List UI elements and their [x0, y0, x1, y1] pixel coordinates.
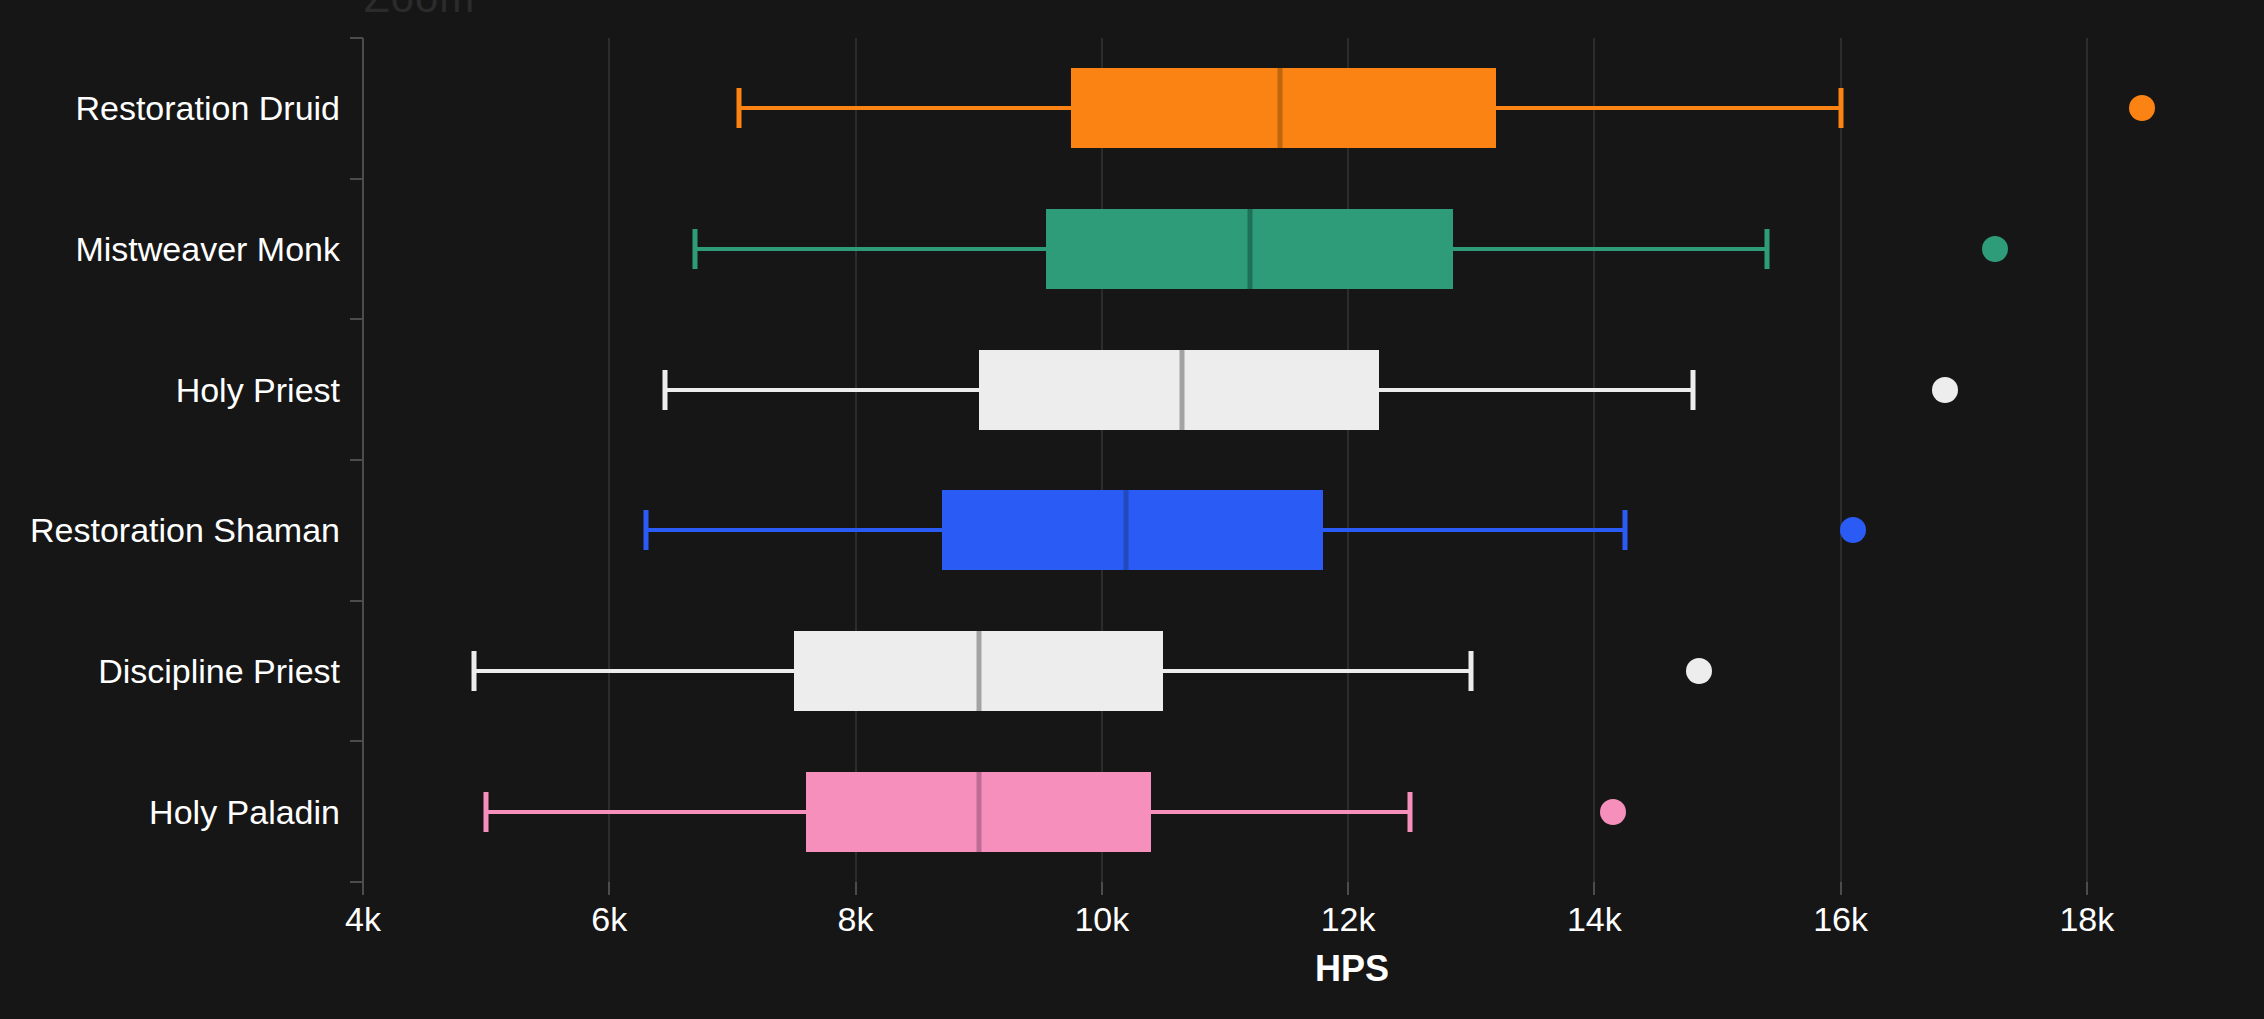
x-axis-tick-label: 14k	[1567, 900, 1622, 939]
category-label-mistweaver-monk: Mistweaver Monk	[0, 230, 340, 269]
outlier-holy-paladin[interactable]	[1600, 799, 1626, 825]
x-axis-tick-label: 12k	[1321, 900, 1376, 939]
x-axis-tick-label: 6k	[591, 900, 627, 939]
high-cap-holy-paladin	[1407, 792, 1412, 832]
outlier-discipline-priest[interactable]	[1686, 658, 1712, 684]
category-label-restoration-shaman: Restoration Shaman	[0, 511, 340, 550]
outlier-restoration-druid[interactable]	[2129, 95, 2155, 121]
category-label-holy-priest: Holy Priest	[0, 370, 340, 409]
low-cap-holy-paladin	[484, 792, 489, 832]
gridline-12k	[1347, 38, 1349, 882]
median-restoration-shaman	[1124, 490, 1129, 570]
y-axis-tick	[350, 178, 363, 180]
x-axis-tick-label: 16k	[1813, 900, 1868, 939]
x-axis-tick-6k	[608, 882, 610, 895]
low-cap-holy-priest	[662, 370, 667, 410]
low-cap-discipline-priest	[471, 651, 476, 691]
x-axis-tick-16k	[1840, 882, 1842, 895]
y-axis-tick	[350, 881, 363, 883]
high-cap-restoration-druid	[1838, 88, 1843, 128]
x-axis-tick-label: 18k	[2059, 900, 2114, 939]
y-axis-tick	[350, 318, 363, 320]
gridline-16k	[1840, 38, 1842, 882]
gridline-18k	[2086, 38, 2088, 882]
median-mistweaver-monk	[1247, 209, 1252, 289]
category-label-holy-paladin: Holy Paladin	[0, 792, 340, 831]
box-restoration-druid[interactable]	[1071, 68, 1496, 148]
x-axis-tick-8k	[855, 882, 857, 895]
high-cap-restoration-shaman	[1623, 510, 1628, 550]
median-discipline-priest	[976, 631, 981, 711]
x-axis-tick-14k	[1593, 882, 1595, 895]
x-axis-tick-18k	[2086, 882, 2088, 895]
x-axis-tick-10k	[1101, 882, 1103, 895]
y-axis-tick	[350, 600, 363, 602]
x-axis-tick-label: 8k	[838, 900, 874, 939]
y-axis-tick	[350, 459, 363, 461]
y-axis-tick	[350, 740, 363, 742]
outlier-holy-priest[interactable]	[1932, 377, 1958, 403]
median-holy-paladin	[976, 772, 981, 852]
low-cap-mistweaver-monk	[693, 229, 698, 269]
high-cap-discipline-priest	[1469, 651, 1474, 691]
x-axis-tick-label: 4k	[345, 900, 381, 939]
x-axis-tick-12k	[1347, 882, 1349, 895]
zoom-button[interactable]: Zoom	[364, 0, 475, 22]
gridline-6k	[608, 38, 610, 882]
x-axis-title: HPS	[440, 948, 2264, 990]
gridline-14k	[1593, 38, 1595, 882]
x-axis-tick-label: 10k	[1074, 900, 1129, 939]
gridline-10k	[1101, 38, 1103, 882]
high-cap-mistweaver-monk	[1764, 229, 1769, 269]
low-cap-restoration-druid	[736, 88, 741, 128]
y-axis-tick	[350, 37, 363, 39]
median-restoration-druid	[1278, 68, 1283, 148]
gridline-8k	[855, 38, 857, 882]
high-cap-holy-priest	[1690, 370, 1695, 410]
x-axis-tick-4k	[362, 882, 364, 895]
boxplot-chart: Zoom 4k 6k 8k 10k 12k 14k 16k 18k Restoration Dr…	[0, 0, 2264, 1019]
category-label-restoration-druid: Restoration Druid	[0, 89, 340, 128]
category-label-discipline-priest: Discipline Priest	[0, 652, 340, 691]
median-holy-priest	[1179, 350, 1184, 430]
box-restoration-shaman[interactable]	[942, 490, 1324, 570]
outlier-mistweaver-monk[interactable]	[1982, 236, 2008, 262]
outlier-restoration-shaman[interactable]	[1840, 517, 1866, 543]
low-cap-restoration-shaman	[644, 510, 649, 550]
